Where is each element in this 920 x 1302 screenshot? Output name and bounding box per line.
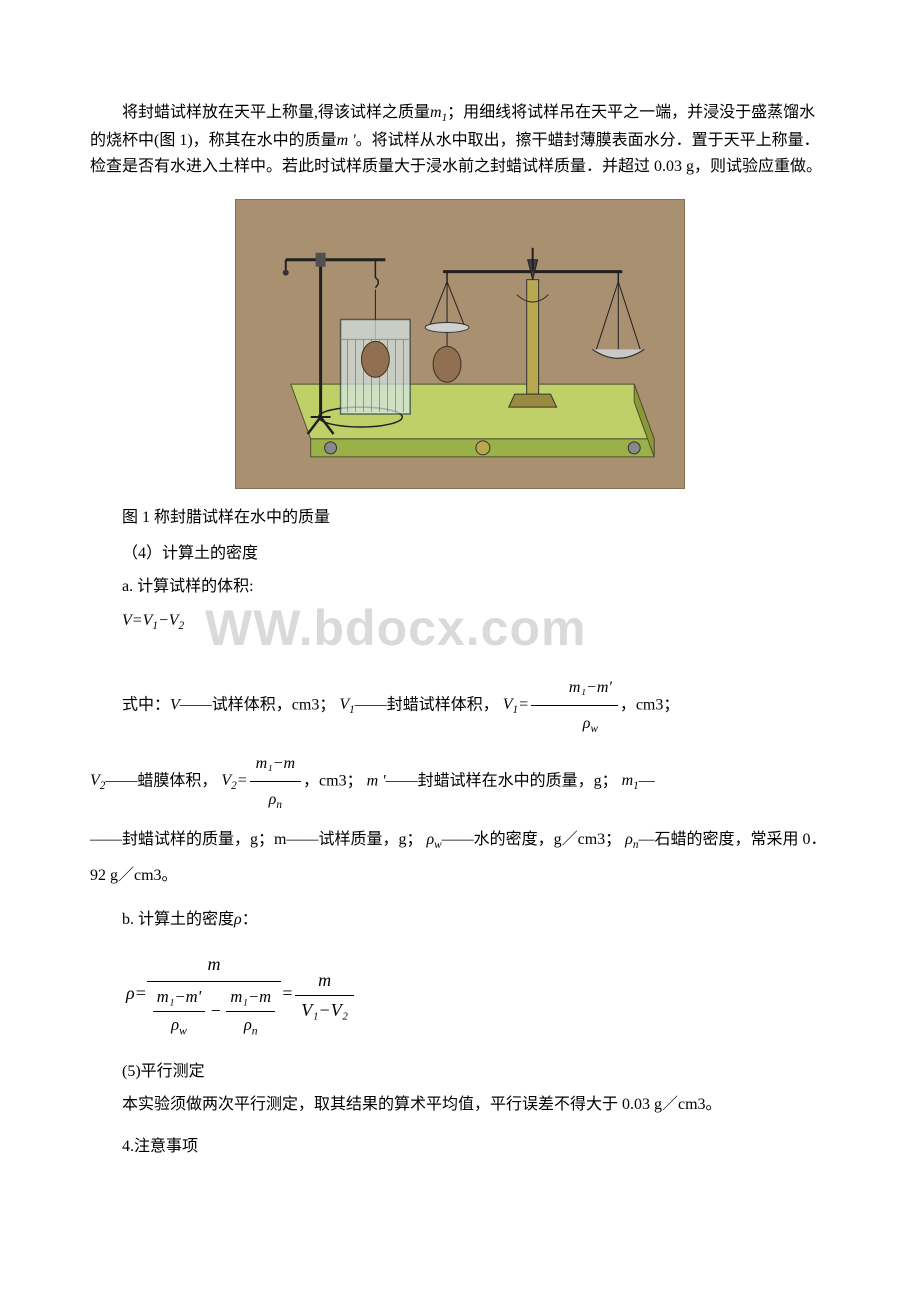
definitions-2: V2——蜡膜体积， V2=m₁−mρn，cm3； m '——封蜡试样在水中的质量… xyxy=(90,746,830,818)
figure-1 xyxy=(235,199,685,489)
paragraph-5: 本实验须做两次平行测定，取其结果的算术平均值，平行误差不得大于 0.03 g／c… xyxy=(90,1092,830,1118)
formula-v: V=V1−V2 xyxy=(90,608,830,636)
step-4-heading: （4）计算土的密度 xyxy=(90,541,830,567)
step-b: b. 计算土的密度ρ： xyxy=(90,907,830,933)
definitions-3: ——封蜡试样的质量，g；m——试样质量，g； ρw——水的密度，g／cm3； ρ… xyxy=(90,822,830,893)
paragraph-1: 将封蜡试样放在天平上称量,得该试样之质量m1；用细线将试样吊在天平之一端，并浸没… xyxy=(90,100,830,179)
formula-rho: ρ= m m₁−m'ρw − m₁−mρn = m V₁−V₂ xyxy=(126,948,830,1042)
para1-var-m1: m1 xyxy=(430,104,447,121)
para1-var-mprime: m ' xyxy=(337,132,356,149)
step-notes-heading: 4.注意事项 xyxy=(90,1134,830,1160)
step-5-heading: (5)平行测定 xyxy=(90,1059,830,1085)
figure-svg xyxy=(236,200,684,489)
definitions-1: 式中：V——试样体积，cm3； V1——封蜡试样体积， V1=m₁−m'ρw，c… xyxy=(90,670,830,742)
step-a: a. 计算试样的体积: xyxy=(90,574,830,600)
figure-caption: 图 1 称封腊试样在水中的质量 xyxy=(90,505,830,531)
para1-text: 将封蜡试样放在天平上称量,得该试样之质量 xyxy=(122,104,430,121)
